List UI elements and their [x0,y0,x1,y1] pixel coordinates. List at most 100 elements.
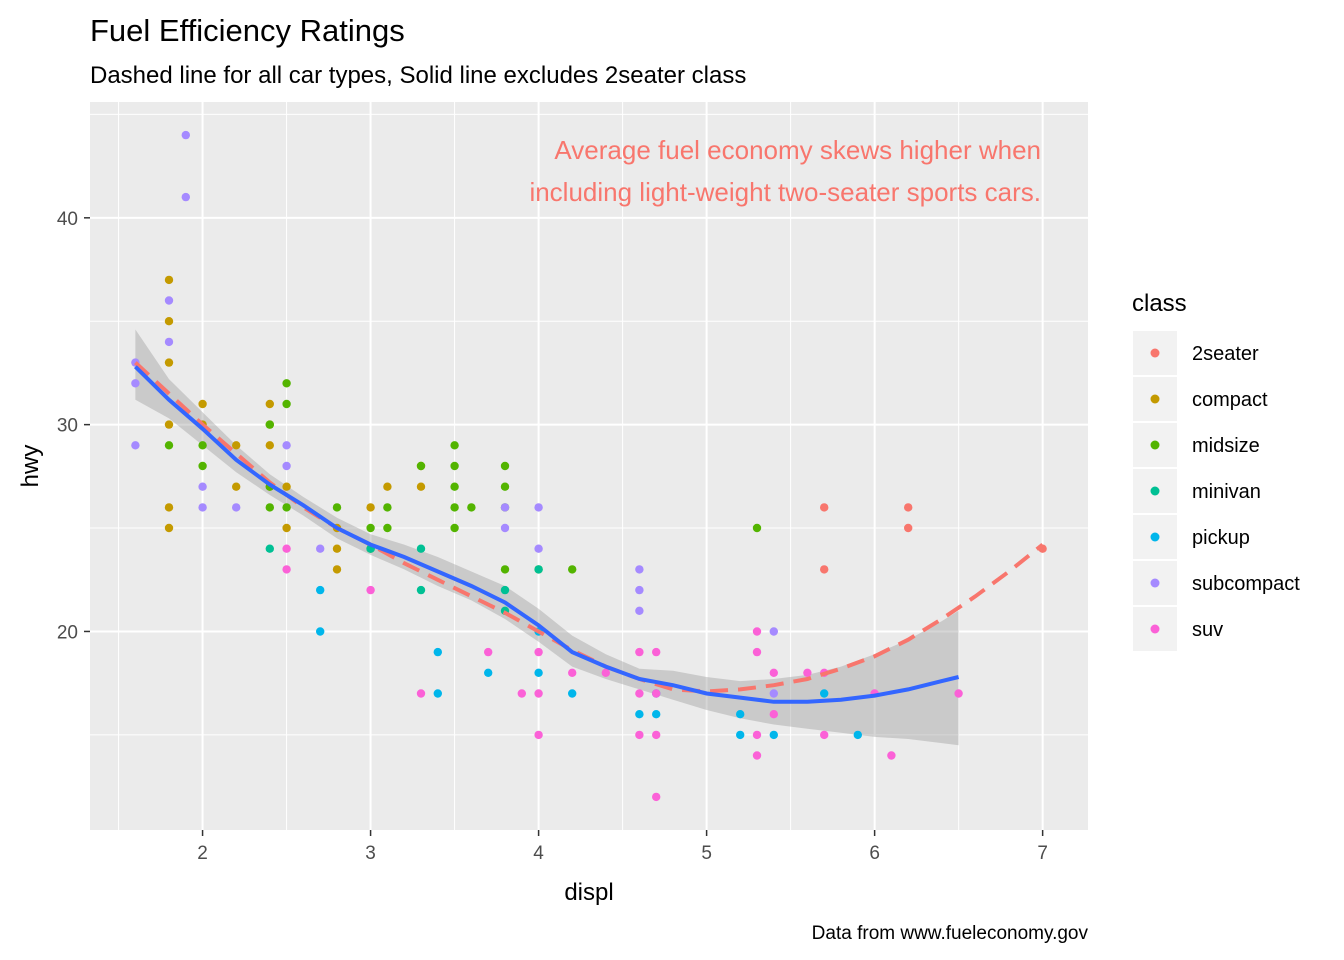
point-suv [652,730,661,740]
point-compact [164,358,174,367]
legend-label-subcompact: subcompact [1192,573,1300,595]
point-subcompact [164,296,174,305]
point-midsize [450,482,459,491]
point-compact [164,317,174,326]
point-subcompact [534,544,543,553]
point-subcompact [198,482,207,491]
point-2seater [904,503,913,512]
x-tick-label: 6 [869,843,880,864]
point-midsize [383,503,392,512]
point-midsize [450,461,459,471]
point-minivan [534,565,543,574]
smooth-line-excl-2seater [133,365,960,704]
point-minivan [416,544,426,553]
point-suv [652,647,661,657]
legend-label-suv: suv [1192,619,1223,641]
point-suv [769,668,778,677]
point-minivan [416,585,426,595]
point-subcompact [131,441,140,450]
chart-caption: Data from www.fueleconomy.gov [812,923,1089,944]
point-minivan [500,585,510,595]
x-axis-title: displ [564,879,613,906]
y-axis-title: hwy [17,445,44,488]
point-pickup [316,627,325,636]
point-suv [366,585,375,595]
point-suv [635,647,644,657]
point-midsize [450,523,459,533]
point-midsize [500,565,510,574]
legend-swatch-suv [1150,624,1160,634]
legend-label-minivan: minivan [1192,481,1261,503]
point-pickup [736,730,745,740]
point-subcompact [635,565,644,574]
legend-swatch-minivan [1150,486,1160,496]
point-compact [332,544,342,553]
point-subcompact [198,503,207,512]
point-suv [752,730,762,740]
point-compact [164,420,174,429]
point-pickup [484,668,493,677]
point-suv [282,544,291,553]
legend-swatch-2seater [1150,348,1160,358]
point-subcompact [282,461,291,471]
x-tick-label: 3 [365,843,376,864]
point-pickup [736,710,745,719]
point-suv [282,565,291,574]
point-compact [232,441,241,450]
point-midsize [265,503,274,512]
point-compact [366,503,375,512]
point-midsize [198,461,207,471]
point-subcompact [232,503,241,512]
legend-swatch-pickup [1150,532,1160,542]
point-subcompact [500,503,510,512]
point-pickup [534,668,543,677]
point-suv [601,668,610,677]
point-midsize [282,503,291,512]
chart-title: Fuel Efficiency Ratings [90,13,405,48]
point-compact [232,482,241,491]
point-compact [164,523,174,533]
point-subcompact [500,523,510,533]
point-midsize [450,503,459,512]
point-pickup [820,689,829,698]
point-midsize [265,420,274,429]
plot-panel [90,102,1088,830]
point-midsize [164,441,174,450]
point-compact [282,482,291,491]
point-suv [534,689,543,698]
y-axis: 20 30 40 [57,209,90,643]
annotation-line-1: Average fuel economy skews higher when [554,135,1041,165]
point-subcompact [769,627,778,636]
point-suv [887,751,896,760]
point-midsize [366,523,375,533]
x-axis: 2 3 4 5 6 7 [197,830,1048,864]
point-midsize [752,523,762,533]
point-midsize [282,399,291,409]
point-subcompact [635,606,644,615]
point-compact [198,399,207,409]
point-midsize [383,523,392,533]
point-pickup [433,647,442,657]
point-compact [282,523,291,533]
point-midsize [467,503,476,512]
point-midsize [198,441,207,450]
point-subcompact [131,379,140,388]
point-compact [416,482,426,491]
legend-label-pickup: pickup [1192,527,1250,549]
point-compact [164,503,174,512]
point-suv [484,647,493,657]
data-points [131,130,1047,802]
point-suv [820,730,829,740]
point-minivan [265,544,274,553]
confidence-ribbon [135,329,959,746]
y-tick-label: 20 [57,622,78,643]
point-subcompact [181,130,190,140]
point-midsize [500,461,510,471]
point-compact [383,482,392,491]
confidence-band [135,329,959,746]
point-compact [265,399,274,409]
y-tick-label: 30 [57,416,78,437]
x-tick-label: 2 [197,843,208,864]
point-subcompact [534,503,543,512]
